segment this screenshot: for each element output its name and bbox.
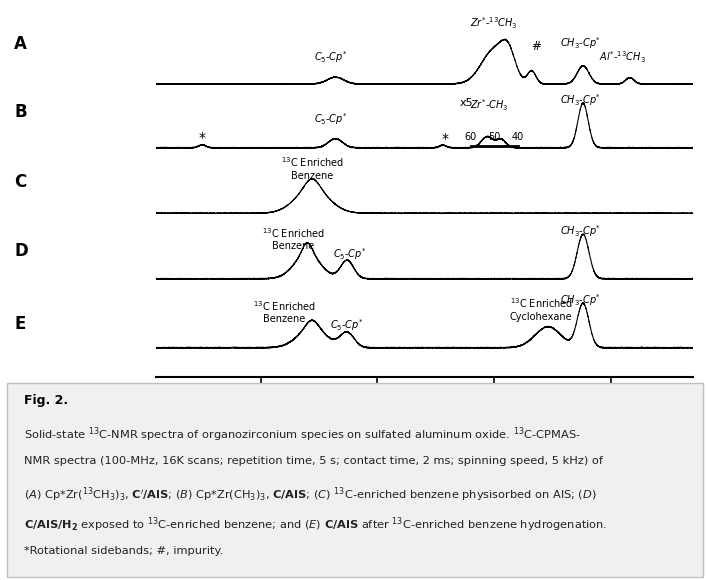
Text: NMR spectra (100-MHz, 16K scans; repetition time, 5 s; contact time, 2 ms; spinn: NMR spectra (100-MHz, 16K scans; repetit…: [25, 456, 604, 466]
Text: $^{13}$C Enriched
Cyclohexane: $^{13}$C Enriched Cyclohexane: [510, 296, 573, 322]
Text: $C_5$-$Cp^{*}$: $C_5$-$Cp^{*}$: [314, 49, 348, 65]
Text: Solid-state $^{13}$C-NMR spectra of organozirconium species on sulfated aluminum: Solid-state $^{13}$C-NMR spectra of orga…: [25, 426, 581, 444]
Text: $\mathbf{C/AlS/H_2}$ exposed to $^{13}$C-enriched benzene; and $(E)$ $\mathbf{C/: $\mathbf{C/AlS/H_2}$ exposed to $^{13}$C…: [25, 516, 608, 535]
Text: x5: x5: [460, 98, 473, 108]
Text: $(A)$ Cp*Zr($^{13}$CH$_3$)$_3$, $\mathbf{C'/AlS}$; $(B)$ Cp*Zr(CH$_3$)$_3$, $\ma: $(A)$ Cp*Zr($^{13}$CH$_3$)$_3$, $\mathbf…: [25, 486, 597, 505]
Text: $CH_3$-$Cp^{*}$: $CH_3$-$Cp^{*}$: [560, 92, 601, 108]
Text: Fig. 2.: Fig. 2.: [25, 394, 69, 408]
Text: E: E: [14, 315, 25, 333]
Text: $C_5$-$Cp^{*}$: $C_5$-$Cp^{*}$: [314, 111, 348, 127]
Text: $C_5$-$Cp^{*}$: $C_5$-$Cp^{*}$: [332, 246, 366, 262]
Text: *Rotational sidebands; #, impurity.: *Rotational sidebands; #, impurity.: [25, 546, 223, 556]
Text: $Zr^{*}$-$^{13}CH_3$: $Zr^{*}$-$^{13}CH_3$: [470, 15, 518, 31]
Text: B: B: [14, 103, 27, 121]
Text: D: D: [14, 242, 28, 260]
Text: $^{13}$C Enriched
Benzene: $^{13}$C Enriched Benzene: [252, 299, 315, 324]
Text: 60: 60: [464, 132, 477, 142]
Text: A: A: [14, 35, 27, 53]
Text: *: *: [442, 132, 449, 146]
Text: $^{13}$C Enriched
Benzene: $^{13}$C Enriched Benzene: [262, 226, 325, 251]
Text: 50: 50: [488, 132, 501, 142]
Text: $CH_3$-$Cp^{*}$: $CH_3$-$Cp^{*}$: [560, 292, 601, 308]
Text: $Zr^{*}$-$CH_3$: $Zr^{*}$-$CH_3$: [470, 97, 509, 113]
Text: $Al^{*}$-$^{13}CH_3$: $Al^{*}$-$^{13}CH_3$: [600, 49, 646, 65]
Text: $CH_3$-$Cp^{*}$: $CH_3$-$Cp^{*}$: [560, 223, 601, 239]
Text: $^{13}$C Enriched
Benzene: $^{13}$C Enriched Benzene: [281, 155, 344, 180]
Text: #: #: [532, 40, 542, 53]
Text: *: *: [199, 131, 206, 145]
X-axis label: ppm: ppm: [407, 404, 441, 418]
Text: C: C: [14, 172, 26, 190]
Text: $C_5$-$Cp^{*}$: $C_5$-$Cp^{*}$: [330, 317, 364, 333]
FancyBboxPatch shape: [7, 383, 703, 577]
Text: $CH_3$-$Cp^{*}$: $CH_3$-$Cp^{*}$: [560, 35, 601, 51]
Text: 40: 40: [512, 132, 524, 142]
